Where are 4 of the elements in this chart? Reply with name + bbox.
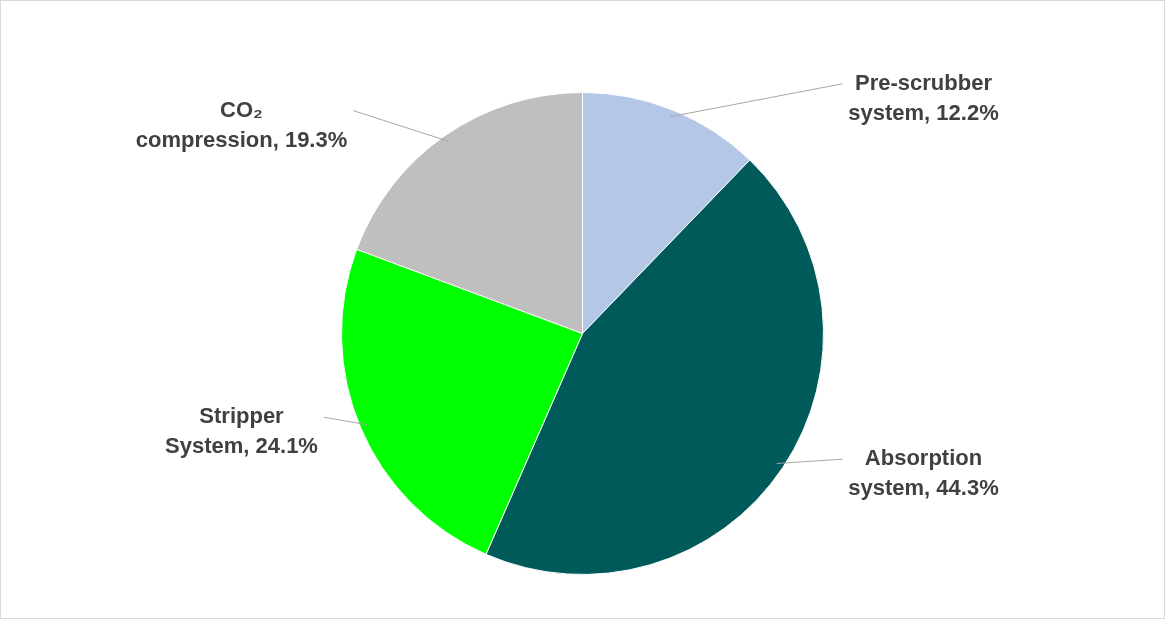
- slice-label: CO₂ compression, 19.3%: [135, 96, 348, 152]
- slice-label: Stripper System, 24.1%: [165, 403, 318, 459]
- slice-label: Absorption system, 44.3%: [848, 445, 999, 501]
- slice-label: Pre-scrubber system, 12.2%: [848, 69, 999, 125]
